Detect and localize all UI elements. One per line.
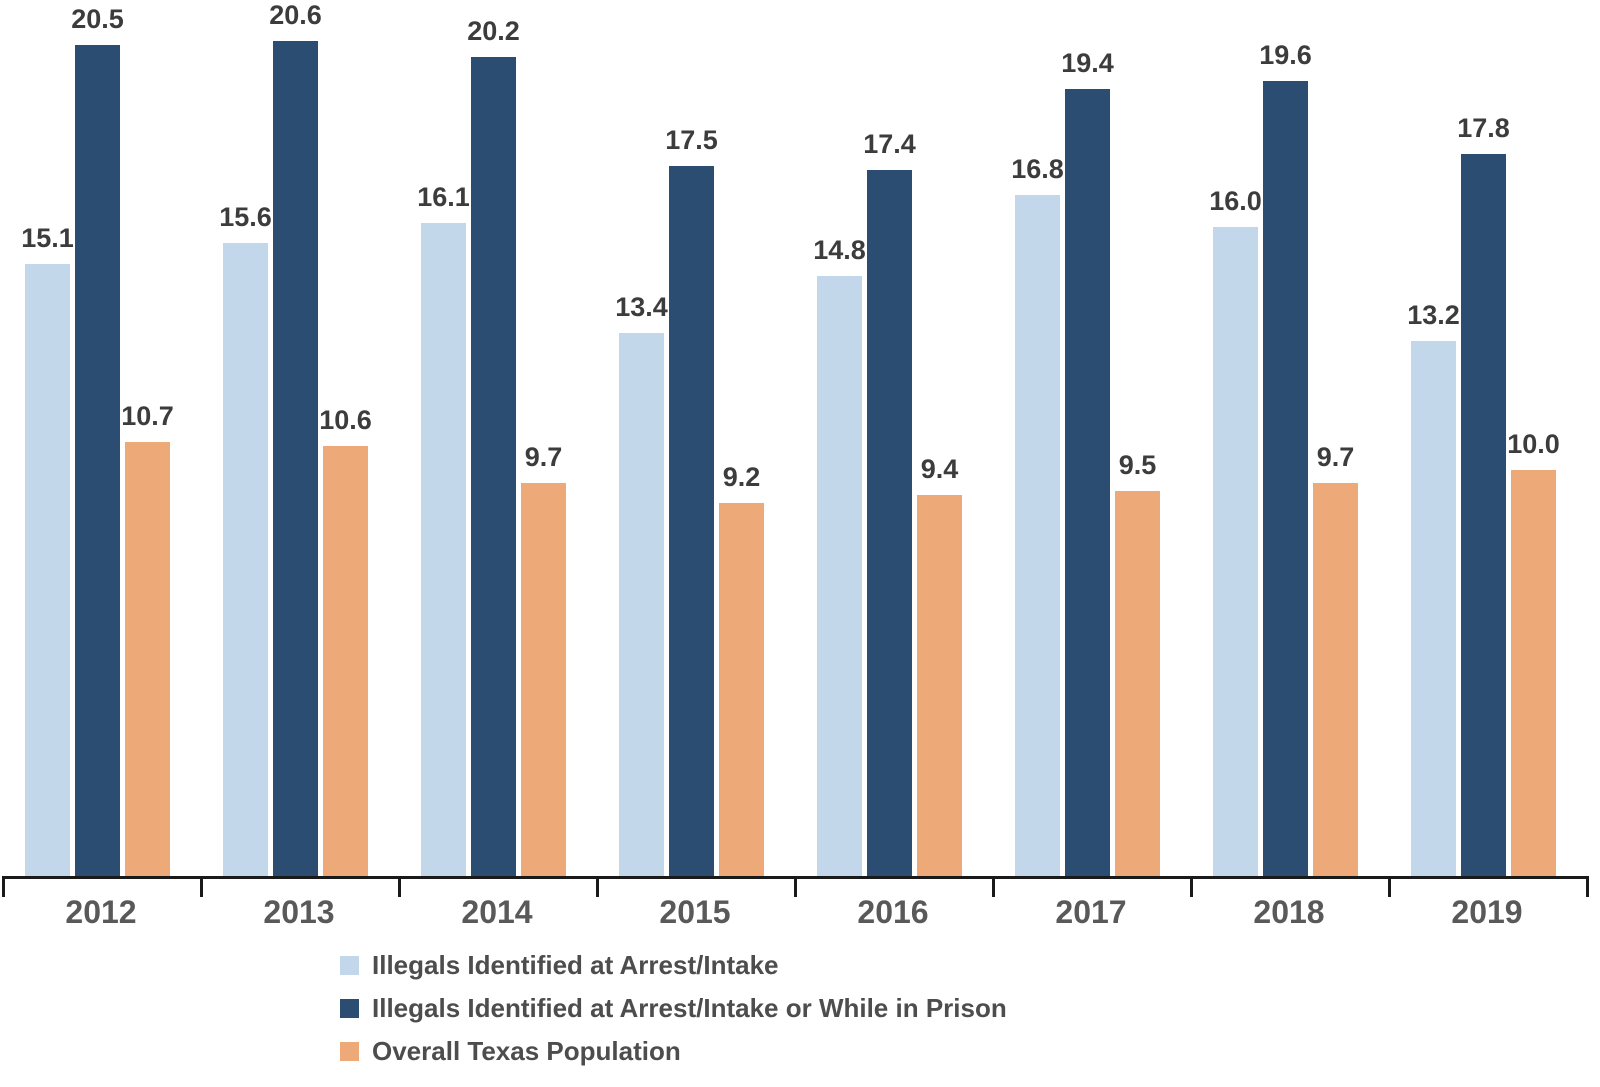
bar-series0-2015 bbox=[619, 333, 664, 876]
bar-series1-2014 bbox=[471, 57, 516, 876]
legend-label: Overall Texas Population bbox=[372, 1036, 681, 1066]
legend-swatch-dark-blue bbox=[340, 998, 359, 1018]
bar-series1-2013 bbox=[273, 41, 318, 876]
bar-value-label: 14.8 bbox=[813, 235, 866, 265]
legend-label: Illegals Identified at Arrest/Intake or … bbox=[372, 993, 1007, 1023]
x-axis-tick bbox=[1190, 876, 1193, 897]
x-axis-label-2013: 2013 bbox=[263, 894, 335, 930]
bar-series0-2012 bbox=[25, 264, 70, 876]
bar-group-2018: 16.0 19.6 9.7 bbox=[1190, 0, 1388, 876]
x-axis-tick bbox=[398, 876, 401, 897]
bar-series2-2016 bbox=[917, 495, 962, 876]
x-axis-label-2015: 2015 bbox=[659, 894, 731, 930]
bar-series1-2012 bbox=[75, 45, 120, 876]
bar-value-label: 19.6 bbox=[1259, 40, 1312, 70]
bar-value-label: 15.6 bbox=[219, 202, 272, 232]
bar-value-label: 20.6 bbox=[269, 0, 322, 30]
x-axis-tick bbox=[200, 876, 203, 897]
bar-series0-2019 bbox=[1411, 341, 1456, 876]
x-axis-tick bbox=[992, 876, 995, 897]
bar-series1-2018 bbox=[1263, 81, 1308, 876]
x-axis-tick bbox=[1388, 876, 1391, 897]
x-axis-label-2016: 2016 bbox=[857, 894, 929, 930]
bar-group-2014: 16.1 20.2 9.7 bbox=[398, 0, 596, 876]
bar-series2-2012 bbox=[125, 442, 170, 876]
bar-series2-2017 bbox=[1115, 491, 1160, 876]
bar-value-label: 10.0 bbox=[1507, 429, 1560, 459]
bar-value-label: 9.2 bbox=[722, 462, 761, 492]
bar-series2-2013 bbox=[323, 446, 368, 876]
x-axis-label-2017: 2017 bbox=[1055, 894, 1127, 930]
bar-group-2016: 14.8 17.4 9.4 bbox=[794, 0, 992, 876]
legend-item: Illegals Identified at Arrest/Intake or … bbox=[340, 993, 1007, 1023]
bar-value-label: 10.6 bbox=[319, 405, 372, 435]
bar-value-label: 16.0 bbox=[1209, 186, 1262, 216]
bar-group-2013: 15.6 20.6 10.6 bbox=[200, 0, 398, 876]
legend: Illegals Identified at Arrest/Intake Ill… bbox=[340, 950, 1007, 1079]
legend-label: Illegals Identified at Arrest/Intake bbox=[372, 950, 779, 980]
x-axis-label-2014: 2014 bbox=[461, 894, 533, 930]
x-axis-tick bbox=[2, 876, 5, 897]
bar-value-label: 20.2 bbox=[467, 16, 520, 46]
bar-value-label: 16.8 bbox=[1011, 154, 1064, 184]
bar-group-2017: 16.8 19.4 9.5 bbox=[992, 0, 1190, 876]
legend-item: Illegals Identified at Arrest/Intake bbox=[340, 950, 1007, 980]
bar-value-label: 10.7 bbox=[121, 401, 174, 431]
bar-group-2015: 13.4 17.5 9.2 bbox=[596, 0, 794, 876]
bar-value-label: 19.4 bbox=[1061, 48, 1114, 78]
bar-value-label: 9.7 bbox=[1316, 442, 1355, 472]
bar-series0-2017 bbox=[1015, 195, 1060, 876]
plot-area: 15.1 20.5 10.7 15.6 20.6 10.6 16.1 20.2 9.7 13.4 1… bbox=[2, 0, 1586, 876]
bar-value-label: 9.5 bbox=[1118, 450, 1157, 480]
bar-series2-2018 bbox=[1313, 483, 1358, 876]
bar-series2-2019 bbox=[1511, 470, 1556, 876]
bar-value-label: 17.5 bbox=[665, 125, 718, 155]
x-axis-label-2018: 2018 bbox=[1253, 894, 1325, 930]
x-axis-tick bbox=[794, 876, 797, 897]
bar-value-label: 15.1 bbox=[21, 223, 74, 253]
bar-series1-2019 bbox=[1461, 154, 1506, 876]
bar-series1-2017 bbox=[1065, 89, 1110, 876]
x-axis-tick bbox=[1586, 876, 1589, 897]
bar-value-label: 9.4 bbox=[920, 454, 959, 484]
bar-value-label: 13.2 bbox=[1407, 300, 1460, 330]
bar-series1-2016 bbox=[867, 170, 912, 876]
bar-series0-2013 bbox=[223, 243, 268, 876]
bar-series2-2015 bbox=[719, 503, 764, 876]
bar-value-label: 17.4 bbox=[863, 129, 916, 159]
bar-series1-2015 bbox=[669, 166, 714, 876]
bar-value-label: 17.8 bbox=[1457, 113, 1510, 143]
bar-series0-2016 bbox=[817, 276, 862, 876]
x-axis-tick bbox=[596, 876, 599, 897]
bar-value-label: 9.7 bbox=[524, 442, 563, 472]
bar-value-label: 20.5 bbox=[71, 4, 124, 34]
bar-series0-2018 bbox=[1213, 227, 1258, 876]
bar-value-label: 16.1 bbox=[417, 182, 470, 212]
bar-series2-2014 bbox=[521, 483, 566, 876]
x-axis-label-2012: 2012 bbox=[65, 894, 137, 930]
legend-swatch-light-blue bbox=[340, 955, 359, 975]
legend-item: Overall Texas Population bbox=[340, 1036, 1007, 1066]
x-axis-label-2019: 2019 bbox=[1451, 894, 1523, 930]
bar-value-label: 13.4 bbox=[615, 292, 668, 322]
bar-series0-2014 bbox=[421, 223, 466, 876]
bar-group-2012: 15.1 20.5 10.7 bbox=[2, 0, 200, 876]
legend-swatch-orange bbox=[340, 1041, 359, 1061]
bar-group-2019: 13.2 17.8 10.0 bbox=[1388, 0, 1586, 876]
